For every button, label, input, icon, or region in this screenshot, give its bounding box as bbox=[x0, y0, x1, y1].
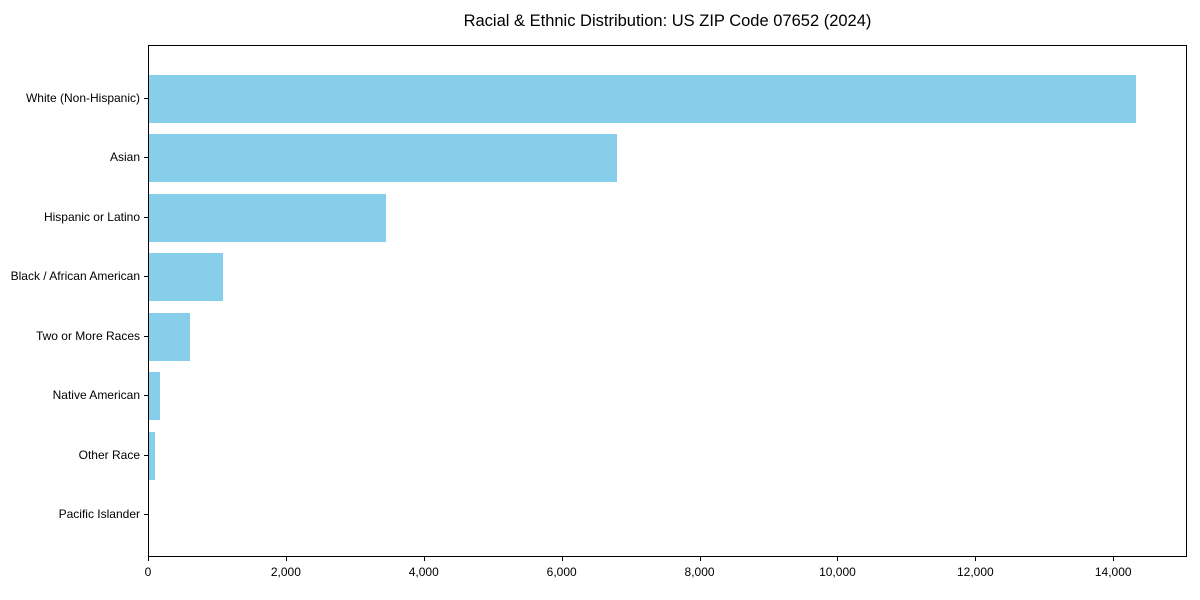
x-tick bbox=[975, 557, 977, 561]
y-label-asian: Asian bbox=[109, 150, 140, 164]
y-label-pacific-islander: Pacific Islander bbox=[58, 507, 140, 521]
plot-area bbox=[148, 45, 1187, 557]
y-label-native-american: Native American bbox=[52, 388, 140, 402]
x-tick-label: 14,000 bbox=[1094, 565, 1132, 579]
x-tick-label: 6,000 bbox=[546, 565, 577, 579]
x-tick-label: 8,000 bbox=[684, 565, 715, 579]
x-tick-label: 10,000 bbox=[819, 565, 856, 579]
y-tick bbox=[144, 97, 148, 99]
x-tick bbox=[148, 557, 149, 561]
chart-title: Racial & Ethnic Distribution: US ZIP Cod… bbox=[463, 12, 872, 30]
x-tick-label: 12,000 bbox=[956, 565, 994, 579]
y-label-white-non-hispanic: White (Non-Hispanic) bbox=[25, 90, 140, 105]
y-tick bbox=[144, 514, 148, 515]
x-tick bbox=[423, 557, 425, 561]
y-tick bbox=[144, 276, 148, 277]
bar-black-african-american bbox=[149, 253, 224, 301]
bar-hispanic-or-latino bbox=[149, 193, 387, 242]
x-tick-label: 0 bbox=[144, 565, 152, 579]
bar-white-non-hispanic bbox=[149, 74, 1137, 123]
y-tick bbox=[144, 157, 148, 158]
y-label-other-race: Other Race bbox=[78, 447, 140, 462]
y-label-hispanic-or-latino: Hispanic or Latino bbox=[43, 209, 140, 224]
bar-two-or-more-races bbox=[149, 312, 191, 361]
x-tick bbox=[837, 557, 839, 561]
y-label-black-african-american: Black / African American bbox=[10, 269, 140, 283]
x-tick bbox=[699, 557, 701, 561]
y-tick bbox=[144, 454, 148, 456]
x-tick bbox=[561, 557, 563, 561]
y-label-two-or-more-races: Two or More Races bbox=[35, 328, 140, 343]
y-tick bbox=[144, 216, 148, 218]
bar-other-race bbox=[149, 431, 155, 480]
y-tick bbox=[144, 395, 148, 396]
x-tick-label: 4,000 bbox=[408, 565, 439, 579]
bar-asian bbox=[149, 134, 617, 182]
x-tick bbox=[1113, 557, 1115, 561]
bar-native-american bbox=[149, 372, 160, 420]
y-tick bbox=[144, 335, 148, 337]
x-tick bbox=[285, 557, 287, 561]
x-tick-label: 2,000 bbox=[270, 565, 301, 579]
